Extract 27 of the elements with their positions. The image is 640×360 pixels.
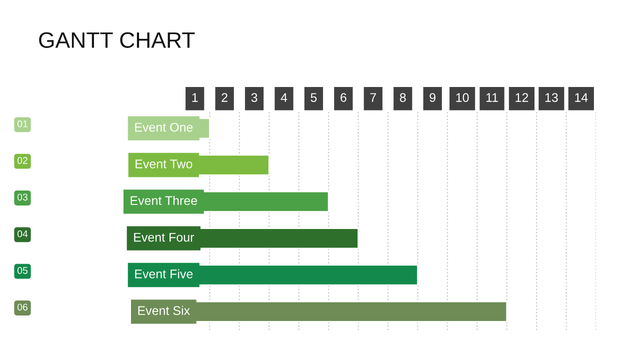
x-tick-label: 4 [280, 93, 288, 102]
x-tick-label: 7 [370, 93, 376, 102]
x-tick-label: 5 [310, 93, 317, 102]
x-tick-label: 12 [516, 93, 528, 102]
text: 03 [17, 194, 28, 201]
y-tick-label: Event Four [134, 232, 194, 242]
x-tick-label: 11 [486, 93, 498, 102]
chart-title: GANTT CHART [39, 32, 195, 48]
y-tick-label: Event Six [138, 306, 190, 316]
x-tick-label: 2 [222, 93, 228, 102]
text: 06 [17, 304, 28, 311]
x-tick-label: 1 [192, 93, 198, 102]
text: 01 [17, 120, 28, 128]
x-tick-label: 8 [400, 93, 406, 102]
x-tick-label: 10 [456, 93, 469, 102]
text: 02 [17, 157, 28, 164]
x-tick-label: 9 [430, 93, 436, 102]
x-tick-label: 13 [545, 93, 558, 102]
y-tick-label: Event One [135, 122, 193, 132]
text: 04 [17, 230, 28, 238]
y-tick-label: Event Two [136, 160, 192, 168]
x-tick-label: 14 [575, 93, 588, 102]
y-tick-label: Event Three [130, 196, 198, 206]
y-tick-label: Event Five [135, 269, 193, 278]
text: 05 [17, 267, 28, 274]
x-tick-label: 6 [340, 93, 346, 102]
x-tick-label: 3 [251, 93, 258, 102]
